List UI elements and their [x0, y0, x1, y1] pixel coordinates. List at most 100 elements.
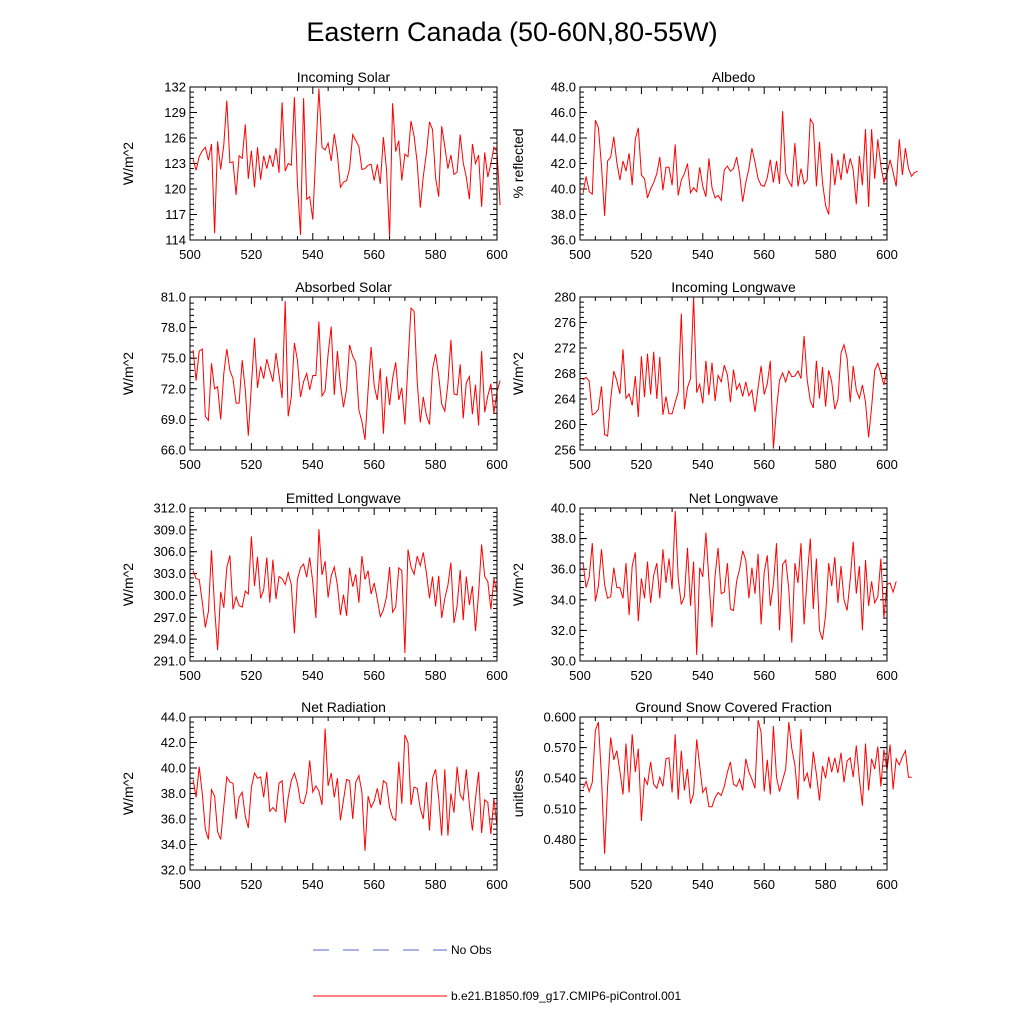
y-axis-label: W/m^2: [120, 772, 136, 815]
y-tick-label: 42.0: [161, 735, 186, 750]
x-tick-label: 560: [363, 877, 385, 892]
series-line: [192, 88, 501, 237]
x-tick-label: 560: [753, 247, 775, 262]
x-tick-label: 600: [486, 457, 508, 472]
y-tick-label: 306.0: [153, 544, 186, 559]
x-tick-label: 600: [876, 247, 898, 262]
x-tick-label: 500: [179, 668, 201, 683]
x-tick-label: 520: [631, 877, 653, 892]
series-line: [192, 529, 498, 654]
chart-panel-4: Incoming Longwave W/m^2 500 520 540 560 580 600…: [510, 279, 898, 472]
x-tick-label: 580: [815, 877, 837, 892]
y-tick-label: 268: [554, 366, 576, 381]
x-tick-label: 600: [876, 877, 898, 892]
y-tick-label: 117: [165, 207, 186, 222]
x-tick-label: 580: [425, 877, 447, 892]
y-tick-label: 36.0: [161, 812, 186, 827]
series-line: [582, 111, 918, 216]
y-tick-label: 42.0: [551, 156, 576, 171]
x-tick-label: 600: [486, 668, 508, 683]
x-tick-label: 540: [302, 668, 324, 683]
x-tick-label: 500: [179, 877, 201, 892]
y-tick-label: 312.0: [153, 501, 186, 516]
y-tick-label: 34.0: [161, 837, 186, 852]
y-tick-label: 114: [165, 233, 186, 248]
chart-title: Incoming Solar: [297, 69, 391, 85]
x-tick-label: 540: [692, 247, 714, 262]
y-tick-label: 0.510: [543, 801, 576, 816]
y-tick-label: 276: [554, 315, 576, 330]
y-tick-label: 72.0: [161, 381, 186, 396]
chart-panel-7: Net Radiation W/m^2 500 520 540 560 580 600 32.0…: [120, 699, 508, 892]
x-tick-label: 520: [631, 668, 653, 683]
series-line: [582, 296, 888, 449]
y-tick-label: 0.480: [543, 832, 576, 847]
y-tick-label: 120: [164, 182, 186, 197]
y-tick-label: 294.0: [153, 632, 186, 647]
y-tick-label: 38.0: [161, 786, 186, 801]
y-tick-label: 69.0: [161, 412, 186, 427]
x-tick-label: 520: [241, 877, 263, 892]
y-tick-label: 0.600: [543, 710, 576, 725]
plot-frame: [579, 716, 888, 871]
x-tick-label: 500: [569, 247, 591, 262]
y-tick-label: 36.0: [551, 562, 576, 577]
y-tick-label: 309.0: [153, 522, 186, 537]
plot-frame: [189, 86, 498, 241]
legend-obs-label: No Obs: [451, 943, 492, 957]
x-tick-label: 560: [753, 457, 775, 472]
y-tick-label: 75.0: [161, 351, 186, 366]
y-tick-label: 303.0: [153, 566, 186, 581]
y-axis-label: W/m^2: [510, 563, 526, 606]
figure-title: Eastern Canada (50-60N,80-55W): [306, 17, 717, 47]
chart-title: Ground Snow Covered Fraction: [635, 699, 832, 715]
x-tick-label: 540: [302, 247, 324, 262]
y-tick-label: 38.0: [551, 531, 576, 546]
y-tick-label: 34.0: [551, 592, 576, 607]
chart-title: Emitted Longwave: [286, 490, 401, 506]
x-tick-label: 600: [486, 877, 508, 892]
x-tick-label: 600: [876, 457, 898, 472]
chart-title: Albedo: [712, 69, 756, 85]
chart-panel-1: Incoming Solar W/m^2 500 520 540 560 580 600 114…: [120, 69, 508, 262]
y-tick-label: 81.0: [161, 290, 186, 305]
x-tick-label: 540: [302, 457, 324, 472]
chart-panel-8: Ground Snow Covered Fraction unitless 500 5…: [510, 699, 912, 892]
y-tick-label: 256: [554, 443, 576, 458]
plot-frame: [189, 507, 498, 662]
x-tick-label: 540: [692, 877, 714, 892]
x-tick-label: 560: [363, 668, 385, 683]
y-tick-label: 0.540: [543, 771, 576, 786]
y-axis-label: unitless: [510, 770, 526, 817]
chart-title: Absorbed Solar: [295, 279, 392, 295]
x-tick-label: 560: [753, 877, 775, 892]
y-tick-label: 44.0: [161, 710, 186, 725]
plot-frame: [189, 716, 498, 871]
plot-frame: [579, 507, 888, 662]
chart-title: Incoming Longwave: [671, 279, 796, 295]
y-tick-label: 48.0: [551, 80, 576, 95]
x-tick-label: 540: [692, 668, 714, 683]
y-tick-label: 36.0: [551, 233, 576, 248]
x-tick-label: 580: [815, 247, 837, 262]
y-tick-label: 297.0: [153, 610, 186, 625]
y-axis-label: W/m^2: [120, 142, 136, 185]
y-tick-label: 32.0: [551, 623, 576, 638]
chart-title: Net Radiation: [301, 699, 386, 715]
legend: No Obs b.e21.B1850.f09_g17.CMIP6-piContr…: [313, 943, 681, 1003]
series-line: [582, 719, 912, 854]
y-axis-label: W/m^2: [120, 352, 136, 395]
x-tick-label: 500: [569, 668, 591, 683]
x-tick-label: 600: [876, 668, 898, 683]
x-tick-label: 580: [815, 668, 837, 683]
y-tick-label: 280: [554, 290, 576, 305]
y-axis-label: % reflected: [510, 128, 526, 198]
x-tick-label: 500: [569, 877, 591, 892]
chart-panel-5: Emitted Longwave W/m^2 500 520 540 560 580 600 2…: [120, 490, 508, 683]
x-tick-label: 580: [815, 457, 837, 472]
chart-panel-2: Albedo % reflected 500 520 540 560 580 600 36.0 3…: [510, 69, 918, 262]
x-tick-label: 520: [241, 457, 263, 472]
chart-title: Net Longwave: [689, 490, 779, 506]
x-tick-label: 520: [631, 457, 653, 472]
